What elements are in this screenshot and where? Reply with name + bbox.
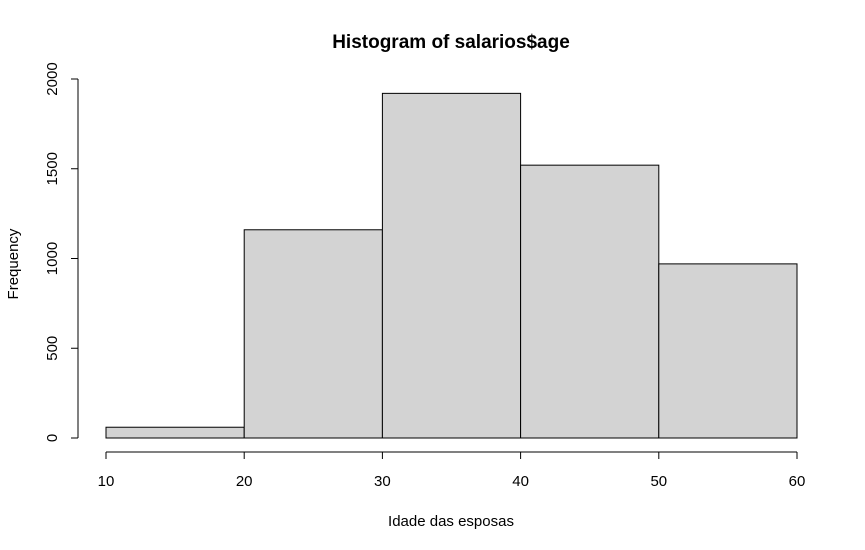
x-tick-label: 30 <box>374 473 391 490</box>
histogram-bar-1 <box>243 229 383 439</box>
histogram-bar-3 <box>520 164 660 439</box>
chart-title: Histogram of salarios$age <box>332 32 570 53</box>
x-axis: 10 20 30 40 50 60 <box>98 451 806 490</box>
x-tick-label: 40 <box>512 473 529 490</box>
bars-group <box>105 92 798 439</box>
y-tick-label: 500 <box>44 336 61 361</box>
y-tick-label: 1500 <box>44 152 61 185</box>
x-tick-label: 50 <box>650 473 667 490</box>
y-axis-label: Frequency <box>5 228 22 299</box>
x-axis-label: Idade das esposas <box>388 513 514 530</box>
x-tick-label: 60 <box>789 473 806 490</box>
y-tick-label: 2000 <box>44 62 61 95</box>
histogram-bar-4 <box>658 263 798 439</box>
x-tick-label: 10 <box>98 473 115 490</box>
y-axis: 0 500 1000 1500 2000 <box>44 62 79 442</box>
histogram-bar-2 <box>381 92 522 439</box>
x-tick-label: 20 <box>236 473 253 490</box>
y-tick-label: 1000 <box>44 242 61 275</box>
histogram-bar-0 <box>105 426 245 439</box>
y-tick-label: 0 <box>44 434 61 442</box>
